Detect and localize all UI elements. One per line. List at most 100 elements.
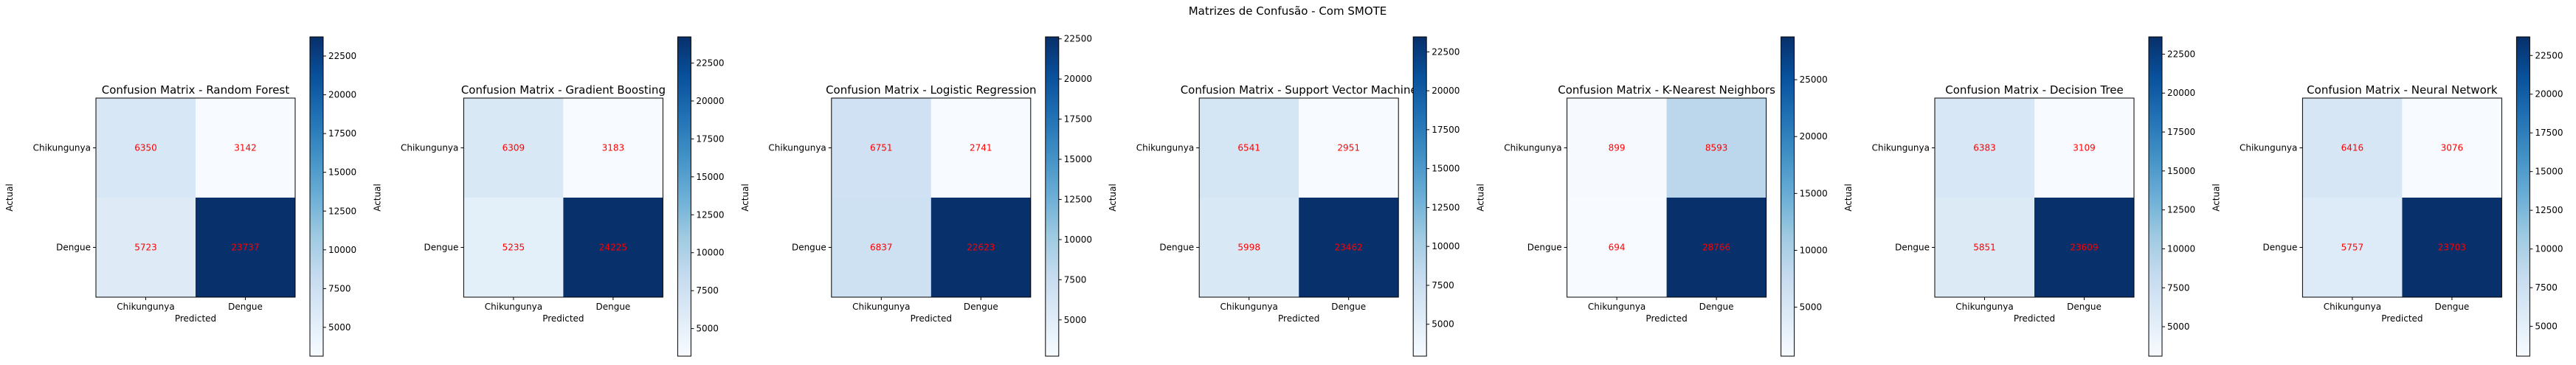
y-tick-label: Chikungunya (1136, 143, 1194, 153)
y-tick-label: Dengue (1159, 243, 1194, 253)
panel-title: Confusion Matrix - Neural Network (2307, 83, 2498, 97)
matrix-cell (463, 198, 564, 297)
matrix-cell (1666, 198, 1767, 297)
x-tick-label: Chikungunya (2324, 302, 2381, 312)
y-tick-label: Dengue (2263, 243, 2298, 253)
matrix-cell (96, 98, 196, 198)
x-tick-label: Chikungunya (117, 302, 174, 312)
cell-value-label: 5757 (2341, 243, 2364, 253)
panel-title: Confusion Matrix - Random Forest (102, 83, 290, 97)
colorbar-tick-label: 20000 (2535, 89, 2563, 100)
matrix-cell (196, 98, 295, 198)
matrix-cell (1199, 198, 1299, 297)
colorbar-tick-label: 5000 (2535, 321, 2558, 332)
colorbar (1412, 36, 1427, 357)
colorbar-tick-label: 15000 (1064, 154, 1092, 164)
y-axis-label: Actual (1843, 184, 1854, 212)
cell-value-label: 6541 (1237, 143, 1260, 153)
confusion-matrix-panel: Confusion Matrix - Neural Network 6416 307… (2211, 36, 2563, 357)
x-axis-label: Predicted (175, 313, 216, 324)
y-axis-label: Actual (1476, 184, 1486, 212)
matrix-cell (2302, 98, 2403, 198)
colorbar-tick-label: 5000 (696, 324, 719, 334)
colorbar-tick-label: 5000 (2167, 321, 2190, 332)
axes-frame (1567, 97, 1767, 298)
matrix-cell (563, 98, 663, 198)
cell-value-label: 3076 (2441, 143, 2464, 153)
colorbar-tick-label: 12500 (2167, 205, 2195, 215)
x-tick-label: Dengue (2434, 302, 2469, 312)
cell-value-label: 22623 (967, 243, 995, 253)
y-tick-label: Chikungunya (2240, 143, 2297, 153)
colorbar-tick-label: 12500 (1432, 202, 1460, 212)
y-tick-label: Chikungunya (768, 143, 826, 153)
colorbar-tick-label: 15000 (2167, 166, 2195, 176)
y-axis-label: Actual (1108, 184, 1118, 212)
panel-title: Confusion Matrix - Decision Tree (1945, 83, 2123, 97)
colorbar (1045, 36, 1060, 357)
y-tick-label: Chikungunya (1872, 143, 1930, 153)
matrix-cell (196, 198, 295, 297)
y-tick-label: Chikungunya (401, 143, 458, 153)
colorbar (309, 36, 324, 357)
matrix-cell (930, 98, 1031, 198)
matrix-cell (1567, 198, 1667, 297)
colorbar-tick-label: 20000 (1800, 131, 1828, 142)
cell-value-label: 6383 (1973, 143, 1996, 153)
colorbar-tick-label: 5000 (1064, 315, 1087, 325)
cell-value-label: 6416 (2341, 143, 2364, 153)
matrix-cell (831, 98, 931, 198)
colorbar-tick-label: 17500 (2535, 128, 2563, 138)
x-tick-label: Chikungunya (1220, 302, 1277, 312)
axes-frame (463, 97, 663, 298)
colorbar (2515, 36, 2530, 357)
cell-value-label: 28766 (1702, 243, 1730, 253)
y-axis-label: Actual (372, 184, 382, 212)
cell-value-label: 8593 (1705, 143, 1728, 153)
y-tick-label: Dengue (792, 243, 826, 253)
cell-value-label: 5851 (1973, 243, 1996, 253)
figure-suptitle: Matrizes de Confusão - Com SMOTE (1189, 4, 1387, 18)
colorbar-tick-label: 22500 (2167, 49, 2195, 59)
colorbar-tick-label: 17500 (2167, 127, 2195, 137)
matrix-cell (1666, 98, 1767, 198)
x-axis-label: Predicted (1278, 313, 1319, 324)
y-tick-label: Dengue (56, 243, 91, 253)
colorbar-tick-label: 22500 (696, 58, 724, 68)
confusion-matrix-panel: Confusion Matrix - Support Vector Machin… (1108, 36, 1460, 357)
x-axis-label: Predicted (2381, 313, 2423, 324)
matrix-cell (1199, 98, 1299, 198)
matrix-cell (1299, 198, 1399, 297)
axes-frame (1934, 97, 2135, 298)
x-tick-label: Dengue (964, 302, 998, 312)
colorbar-tick-label: 10000 (1800, 245, 1828, 255)
colorbar-tick-label: 20000 (1432, 86, 1460, 96)
colorbar-tick-label: 10000 (696, 248, 724, 258)
cell-value-label: 6350 (134, 143, 157, 153)
matrix-cell (563, 198, 663, 297)
axes-frame (95, 97, 296, 298)
colorbar (2148, 36, 2163, 357)
y-axis-label: Actual (4, 184, 15, 212)
cell-value-label: 2951 (1337, 143, 1360, 153)
colorbar-tick-label: 10000 (1432, 241, 1460, 251)
axes-frame (831, 97, 1032, 298)
x-tick-label: Chikungunya (1588, 302, 1646, 312)
cell-value-label: 3142 (234, 143, 257, 153)
confusion-matrix-panel: Confusion Matrix - Decision Tree 6383 3109… (1843, 36, 2195, 357)
y-tick-label: Chikungunya (33, 143, 91, 153)
colorbar-tick-label: 12500 (696, 209, 724, 220)
colorbar-tick-label: 20000 (1064, 74, 1092, 84)
colorbar-tick-label: 15000 (696, 172, 724, 182)
colorbar (1781, 36, 1795, 357)
confusion-matrix-panel: Confusion Matrix - K-Nearest Neighbors 89… (1476, 36, 1828, 357)
cell-value-label: 3109 (2073, 143, 2096, 153)
x-tick-label: Dengue (2067, 302, 2102, 312)
colorbar-tick-label: 22500 (1064, 34, 1092, 44)
cell-value-label: 5998 (1237, 243, 1260, 253)
x-tick-label: Dengue (228, 302, 263, 312)
colorbar (677, 36, 691, 357)
matrix-cell (96, 198, 196, 297)
panel-title: Confusion Matrix - Logistic Regression (826, 83, 1036, 97)
